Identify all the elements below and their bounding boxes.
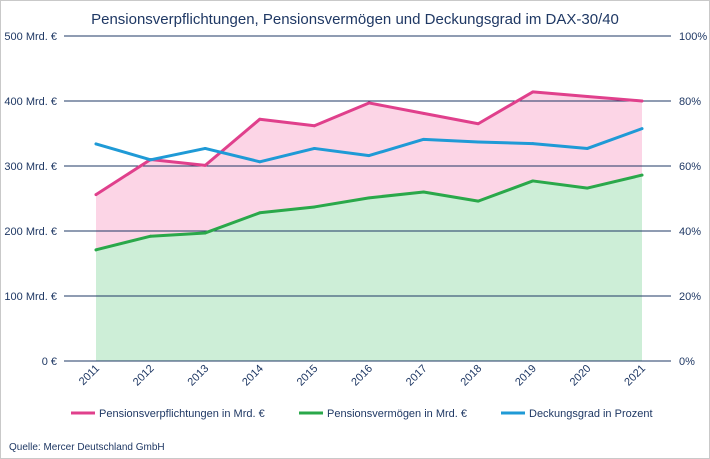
x-tick-label: 2021	[622, 363, 648, 389]
data-point	[586, 147, 589, 150]
legend: Pensionsverpflichtungen in Mrd. € Pension…	[71, 408, 653, 420]
data-point	[313, 147, 316, 150]
data-point	[586, 186, 589, 190]
data-point	[203, 147, 207, 150]
x-tick-label: 2012	[131, 363, 157, 389]
legend-item-pensionsverpflichtungen-in-mrd: Pensionsverpflichtungen in Mrd. €	[71, 408, 265, 420]
data-point	[149, 158, 153, 162]
gridlines	[64, 35, 671, 362]
data-point	[476, 140, 480, 144]
data-point	[422, 137, 425, 141]
chart-title: Pensionsverpflichtungen, Pensionsvermöge…	[91, 11, 619, 28]
data-point	[203, 231, 207, 235]
area-fills	[96, 91, 642, 362]
right-tick-label: 40%	[679, 226, 701, 238]
x-tick-label: 2020	[568, 363, 594, 389]
data-point	[422, 111, 425, 115]
left-axis-ticks: 0 € 100 Mrd. € 200 Mrd. € 300 Mrd. € 400 Mrd…	[4, 31, 57, 368]
data-point	[94, 142, 98, 146]
legend-item-deckungsgrad-in-prozent: Deckungsgrad in Prozent	[501, 408, 653, 420]
right-tick-label: 80%	[679, 96, 701, 108]
data-point	[258, 211, 262, 215]
data-point	[531, 142, 535, 145]
left-tick-label: 100 Mrd. €	[4, 291, 57, 303]
left-tick-label: 500 Mrd. €	[4, 31, 57, 43]
legend-label: Deckungsgrad in Prozent	[529, 408, 653, 420]
legend-label: Pensionsvermögen in Mrd. €	[327, 408, 467, 420]
x-tick-label: 2018	[459, 363, 485, 389]
area-pensionsvermögen-in-mrd	[96, 175, 642, 361]
right-tick-label: 60%	[679, 161, 701, 173]
x-tick-label: 2013	[186, 363, 212, 389]
left-tick-label: 300 Mrd. €	[4, 161, 57, 173]
x-tick-label: 2015	[295, 363, 321, 389]
data-point	[476, 122, 480, 126]
left-tick-label: 400 Mrd. €	[4, 96, 57, 108]
data-point	[640, 99, 644, 103]
left-tick-label: 0 €	[42, 356, 57, 368]
left-tick-label: 200 Mrd. €	[4, 226, 57, 238]
data-point	[258, 160, 262, 164]
data-point	[94, 193, 98, 197]
series-lines	[94, 90, 644, 252]
right-tick-label: 20%	[679, 291, 701, 303]
data-point	[149, 234, 153, 238]
data-point	[531, 90, 535, 94]
x-axis-ticks: 2011 2012 2013 2014 2015 2016 2017 2018 2019 2020…	[77, 363, 648, 389]
data-point	[640, 127, 644, 131]
data-point	[367, 154, 371, 158]
data-point	[476, 199, 480, 203]
data-point	[313, 205, 316, 209]
data-point	[640, 173, 644, 177]
x-tick-label: 2017	[404, 363, 430, 389]
data-point	[531, 179, 535, 183]
source-note: Quelle: Mercer Deutschland GmbH	[9, 442, 165, 453]
x-tick-label: 2011	[77, 363, 102, 388]
data-point	[586, 95, 589, 98]
data-point	[422, 190, 425, 194]
right-axis-ticks: 0% 20% 40% 60% 80% 100%	[679, 31, 707, 368]
x-tick-label: 2014	[240, 363, 266, 389]
x-tick-label: 2019	[513, 363, 539, 389]
data-point	[313, 124, 316, 128]
data-point	[258, 117, 262, 121]
legend-item-pensionsvermögen-in-mrd: Pensionsvermögen in Mrd. €	[299, 408, 467, 420]
legend-label: Pensionsverpflichtungen in Mrd. €	[99, 408, 265, 420]
x-tick-label: 2016	[349, 363, 375, 389]
right-tick-label: 100%	[679, 31, 707, 43]
data-point	[203, 163, 207, 167]
right-tick-label: 0%	[679, 356, 695, 368]
data-point	[367, 196, 371, 200]
data-point	[94, 248, 98, 252]
data-point	[367, 101, 371, 105]
